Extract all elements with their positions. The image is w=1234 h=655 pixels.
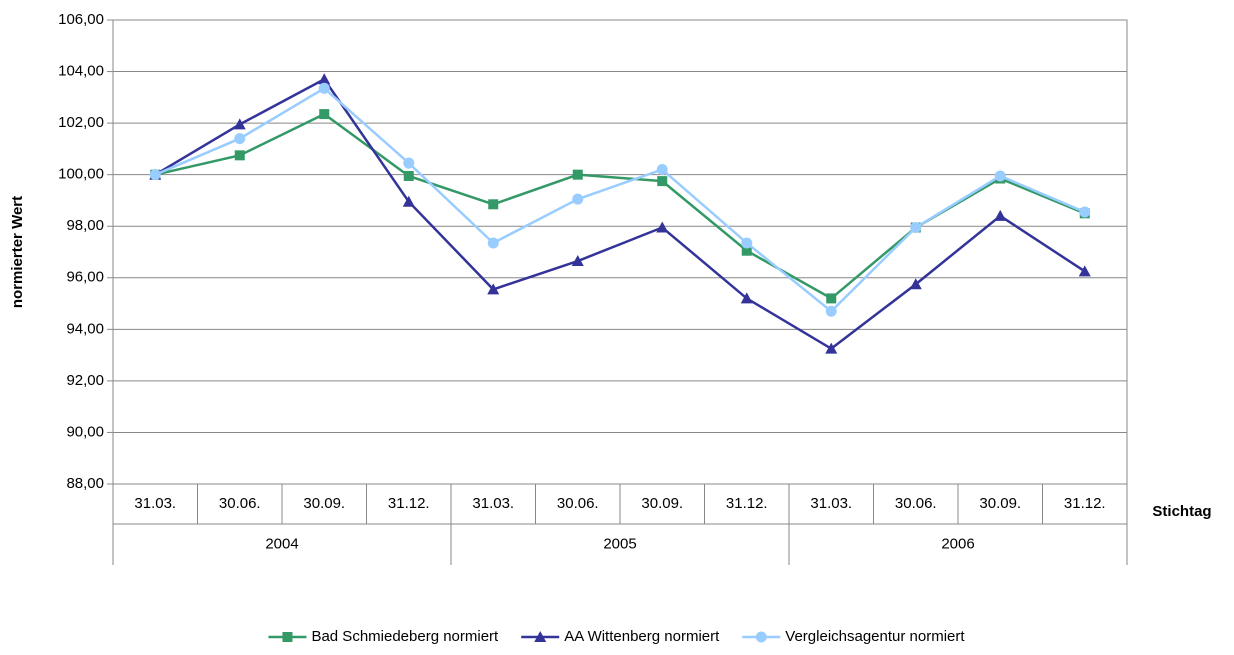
y-tick-label: 96,00 [66, 269, 104, 286]
data-point [656, 221, 669, 233]
data-point [403, 170, 414, 181]
x-tick-label: 30.09. [303, 495, 345, 512]
data-point [825, 342, 838, 354]
data-point [149, 169, 161, 181]
y-tick-label: 92,00 [66, 372, 104, 389]
x-tick-label: 31.12. [726, 495, 768, 512]
data-point [740, 292, 753, 304]
legend-marker [534, 631, 547, 642]
series-line [154, 77, 1086, 351]
x-group-label: 2006 [941, 535, 974, 552]
y-axis-label: normierter Wert [9, 196, 26, 308]
data-point [994, 209, 1007, 221]
data-point [571, 255, 584, 267]
data-point [318, 82, 330, 94]
x-tick-label: 30.09. [979, 495, 1021, 512]
legend-label: Vergleichsagentur normiert [785, 628, 965, 645]
y-tick-label: 90,00 [66, 423, 104, 440]
data-point [234, 133, 246, 145]
data-point [656, 164, 668, 176]
data-point [741, 245, 752, 256]
data-point [487, 283, 500, 295]
data-point [402, 195, 415, 207]
y-tick-label: 100,00 [58, 166, 104, 183]
data-point [572, 169, 583, 180]
x-tick-label: 30.06. [219, 495, 261, 512]
data-point [741, 237, 753, 249]
x-group-label: 2004 [265, 535, 298, 552]
data-point [1078, 265, 1091, 277]
x-tick-label: 30.06. [557, 495, 599, 512]
x-tick-label: 30.09. [641, 495, 683, 512]
x-tick-label: 31.03. [134, 495, 176, 512]
x-axis-label: Stichtag [1152, 503, 1211, 520]
data-point [657, 176, 668, 187]
data-point [994, 170, 1006, 182]
plot-frame [112, 19, 1128, 485]
y-tick-label: 104,00 [58, 63, 104, 80]
data-point [910, 222, 922, 234]
x-tick-label: 31.12. [388, 495, 430, 512]
x-tick-label: 31.03. [810, 495, 852, 512]
legend-label: Bad Schmiedeberg normiert [311, 628, 499, 645]
y-tick-label: 98,00 [66, 217, 104, 234]
data-point [233, 118, 246, 130]
legend-label: AA Wittenberg normiert [564, 628, 720, 645]
x-tick-label: 30.06. [895, 495, 937, 512]
x-group-label: 2005 [603, 535, 636, 552]
data-point [909, 278, 922, 290]
data-point [234, 150, 245, 161]
data-point [318, 73, 331, 85]
data-point [403, 157, 415, 169]
y-tick-label: 94,00 [66, 320, 104, 337]
data-point [488, 199, 499, 210]
x-tick-label: 31.12. [1064, 495, 1106, 512]
y-tick-label: 106,00 [58, 11, 104, 28]
data-point [487, 237, 499, 249]
data-point [1079, 206, 1091, 218]
legend-marker [755, 631, 767, 643]
legend-marker [282, 632, 293, 642]
data-point [825, 305, 837, 317]
data-point [319, 109, 330, 120]
data-point [572, 193, 584, 205]
x-tick-label: 31.03. [472, 495, 514, 512]
series-line [154, 112, 1086, 300]
data-point [826, 293, 837, 304]
y-tick-label: 88,00 [66, 475, 104, 492]
y-tick-label: 102,00 [58, 114, 104, 131]
series-line [154, 86, 1086, 313]
